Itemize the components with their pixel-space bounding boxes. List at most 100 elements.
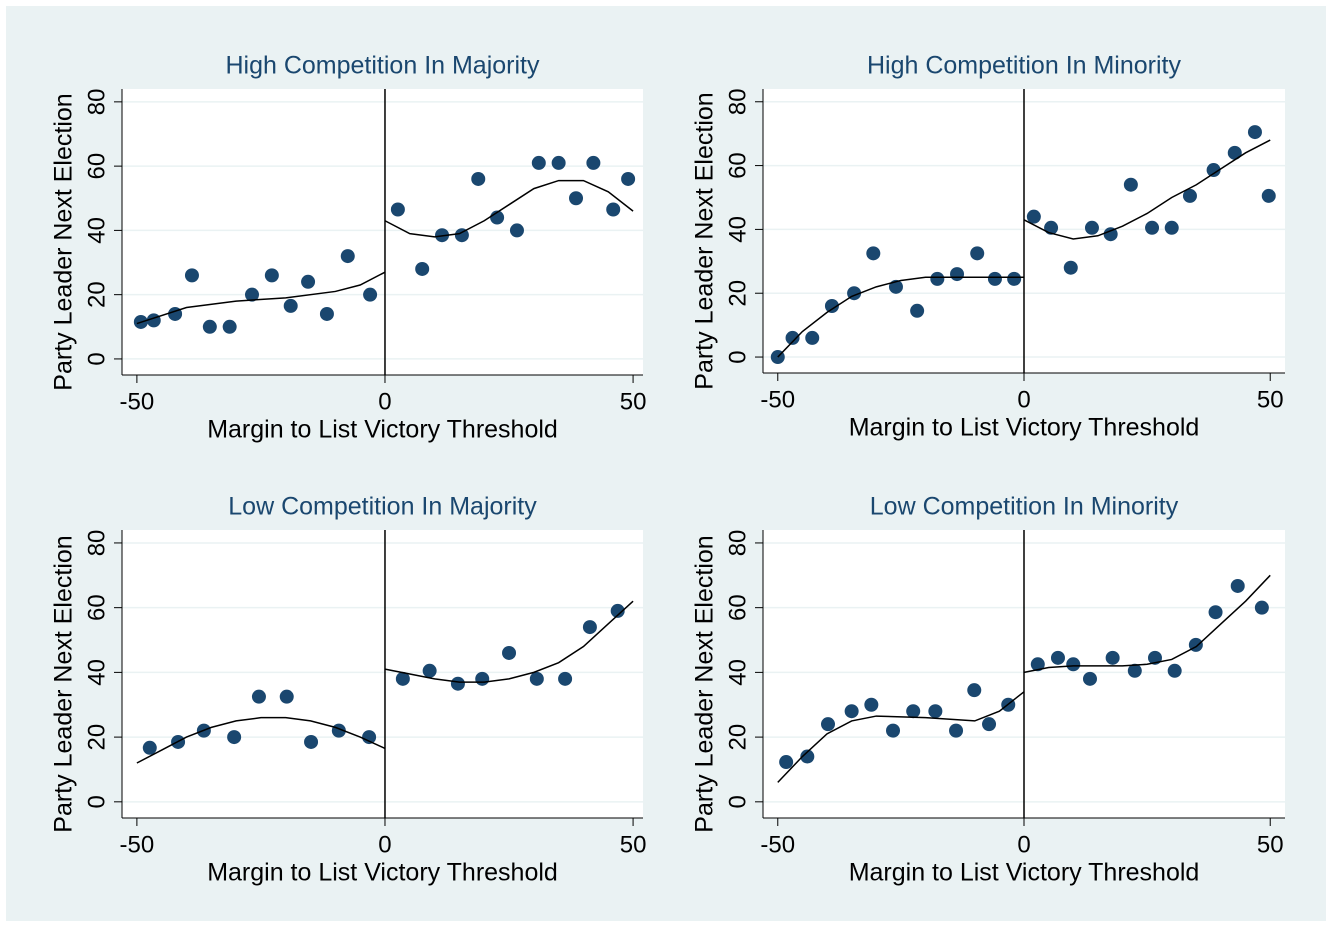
data-point	[821, 717, 836, 732]
y-tick-label: 20	[83, 281, 110, 308]
data-point	[1182, 188, 1197, 203]
x-axis-label: Margin to List Victory Threshold	[207, 416, 558, 444]
data-point	[610, 603, 625, 618]
data-point	[1227, 145, 1242, 160]
y-tick-label: 80	[83, 89, 110, 116]
fit-line	[384, 179, 634, 238]
data-point	[531, 155, 546, 170]
x-tick-label: 0	[378, 831, 391, 858]
y-tick-label: 20	[724, 724, 751, 751]
data-point	[1105, 650, 1120, 665]
data-point	[1050, 650, 1065, 665]
data-point	[800, 749, 815, 764]
x-axis-label: Margin to List Victory Threshold	[207, 859, 558, 887]
fit-line	[777, 276, 1024, 358]
data-point	[864, 697, 879, 712]
data-point	[142, 740, 157, 755]
data-point	[950, 267, 965, 282]
data-point	[390, 202, 405, 217]
data-point	[928, 704, 943, 719]
x-axis-label: Margin to List Victory Threshold	[849, 414, 1200, 442]
data-point	[475, 671, 490, 686]
panel: 0 20 40 60 80 -50 0 50 Low Competition In Minori…	[691, 493, 1285, 887]
x-tick-label: 0	[1017, 386, 1030, 413]
y-tick-label: 40	[724, 216, 751, 243]
data-point	[1208, 605, 1223, 620]
panel: 0 20 40 60 80 -50 0 50 High Competition In Minor…	[691, 52, 1285, 442]
y-tick-label: 80	[83, 530, 110, 557]
x-tick-label: -50	[120, 388, 155, 415]
data-point	[582, 620, 597, 635]
panel-title: High Competition In Majority	[225, 52, 540, 80]
y-tick-label: 20	[83, 724, 110, 751]
data-point	[930, 271, 945, 286]
x-tick-label: 0	[378, 388, 391, 415]
data-point	[1164, 220, 1179, 235]
data-point	[1082, 671, 1097, 686]
x-tick-label: 0	[1017, 831, 1030, 858]
data-point	[1066, 657, 1081, 672]
data-point	[1084, 220, 1099, 235]
data-point	[987, 271, 1002, 286]
data-point	[824, 298, 839, 313]
y-tick-label: 40	[83, 217, 110, 244]
y-tick-label: 80	[724, 530, 751, 557]
fit-line	[1023, 139, 1271, 240]
y-tick-label: 0	[83, 352, 110, 365]
data-point	[454, 228, 469, 243]
fit-line	[136, 271, 386, 325]
data-point	[1030, 657, 1045, 672]
data-point	[1026, 209, 1041, 224]
y-axis-label: Party Leader Next Election	[50, 535, 78, 832]
y-tick-label: 60	[83, 594, 110, 621]
data-point	[502, 645, 517, 660]
panel-title: High Competition In Minority	[867, 52, 1182, 80]
data-point	[1247, 125, 1262, 140]
plot-area	[122, 89, 643, 375]
data-point	[529, 671, 544, 686]
data-point	[949, 723, 964, 738]
x-tick-label: -50	[120, 831, 155, 858]
data-point	[910, 303, 925, 318]
data-point	[1145, 220, 1160, 235]
panel: 0 20 40 60 80 -50 0 50 Low Competition In Majori…	[50, 493, 647, 887]
x-axis-label: Margin to List Victory Threshold	[849, 859, 1200, 887]
data-point	[558, 671, 573, 686]
data-point	[283, 298, 298, 313]
data-point	[1167, 663, 1182, 678]
x-tick-label: -50	[760, 831, 795, 858]
plot-area	[122, 530, 643, 818]
y-tick-label: 60	[724, 152, 751, 179]
data-point	[264, 268, 279, 283]
data-point	[1103, 227, 1118, 242]
data-point	[304, 734, 319, 749]
data-point	[621, 171, 636, 186]
data-point	[982, 717, 997, 732]
x-tick-label: 50	[1257, 831, 1284, 858]
x-tick-label: 50	[1257, 386, 1284, 413]
panel: 0 20 40 60 80 -50 0 50 High Competition In Major…	[50, 52, 647, 444]
data-point	[279, 689, 294, 704]
data-point	[509, 223, 524, 238]
data-point	[202, 319, 217, 334]
data-point	[779, 755, 794, 770]
data-point	[906, 704, 921, 719]
data-point	[245, 287, 260, 302]
data-point	[319, 306, 334, 321]
data-point	[340, 249, 355, 264]
data-point	[1206, 163, 1221, 178]
y-tick-label: 40	[83, 659, 110, 686]
y-tick-label: 60	[83, 153, 110, 180]
data-point	[805, 330, 820, 345]
y-axis-label: Party Leader Next Election	[691, 535, 719, 832]
data-point	[569, 191, 584, 206]
data-point	[415, 261, 430, 276]
data-point	[586, 155, 601, 170]
data-point	[785, 330, 800, 345]
x-tick-label: -50	[760, 386, 795, 413]
data-point	[967, 683, 982, 698]
data-point	[1007, 271, 1022, 286]
data-point	[844, 704, 859, 719]
data-point	[970, 246, 985, 261]
